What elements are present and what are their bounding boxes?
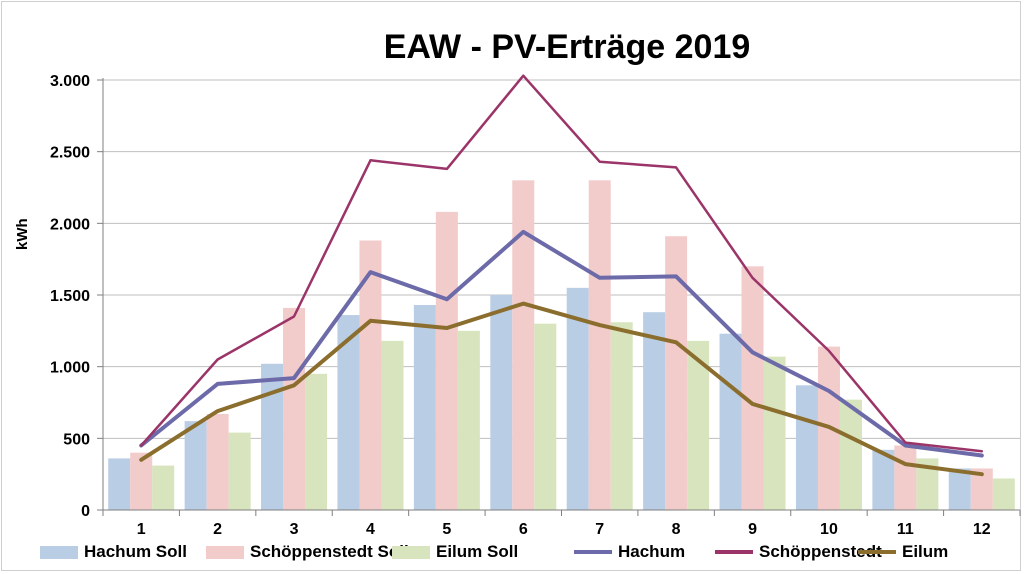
bar-sch-ppenstedt-soll (741, 266, 764, 510)
legend-item: Schöppenstedt (715, 542, 882, 562)
line-hachum (139, 229, 984, 458)
bar-sch-ppenstedt-soll (970, 468, 993, 510)
legend-label: Hachum Soll (84, 542, 187, 561)
y-tick-label: 500 (63, 431, 90, 448)
x-tick-label: 10 (820, 521, 838, 538)
bar-hachum-soll (337, 315, 360, 510)
bar-hachum-soll (948, 468, 971, 510)
legend-swatch (392, 545, 430, 559)
bar-eilum-soll (992, 478, 1015, 510)
legend-swatch (206, 545, 244, 559)
y-tick-label: 0 (81, 503, 90, 520)
x-tick-label: 3 (290, 521, 299, 538)
x-tick-label: 2 (213, 521, 222, 538)
x-tick-label: 6 (519, 521, 528, 538)
bar-eilum-soll (228, 432, 251, 510)
bar-sch-ppenstedt-soll (665, 236, 688, 510)
y-tick-label: 2.000 (50, 216, 90, 233)
bar-sch-ppenstedt-soll (283, 307, 306, 510)
legend-label: Schöppenstedt (759, 542, 882, 561)
legend: Hachum Soll Schöppenstedt Soll Eilum Soll H… (0, 542, 1024, 568)
bar-eilum-soll (381, 340, 404, 510)
bar-sch-ppenstedt-soll (588, 180, 611, 511)
line-eilum (139, 301, 984, 477)
legend-item: Hachum Soll (40, 542, 187, 562)
x-tick-label: 1 (137, 521, 146, 538)
legend-swatch (858, 550, 896, 554)
bar-eilum-soll (152, 465, 175, 510)
bar-eilum-soll (687, 340, 710, 510)
y-tick-label: 3.000 (50, 73, 90, 90)
x-tick-label: 8 (672, 521, 681, 538)
bar-hachum-soll (719, 333, 742, 510)
gridlines (103, 79, 1020, 439)
bar-sch-ppenstedt-soll (130, 452, 153, 510)
bar-hachum-soll (643, 312, 666, 510)
bar-eilum-soll (763, 356, 786, 510)
x-tick-label: 11 (897, 521, 914, 538)
bar-hachum-soll (566, 287, 589, 510)
y-tick-label: 1.000 (50, 360, 90, 377)
legend-label: Schöppenstedt Soll (250, 542, 409, 561)
bar-series-group (108, 180, 1015, 511)
legend-label: Eilum (902, 542, 949, 561)
legend-label: Hachum (618, 542, 686, 561)
bar-eilum-soll (305, 373, 328, 510)
line-series-group (139, 74, 984, 477)
legend-label: Eilum Soll (436, 542, 519, 561)
bar-hachum-soll (108, 458, 131, 510)
bar-sch-ppenstedt-soll (359, 240, 382, 511)
x-tick-label: 4 (366, 521, 375, 538)
legend-item: Eilum Soll (392, 542, 518, 562)
x-tick-label: 5 (442, 521, 451, 538)
bar-hachum-soll (872, 449, 895, 510)
legend-swatch (715, 550, 753, 554)
bar-hachum-soll (184, 421, 207, 510)
bar-sch-ppenstedt-soll (435, 211, 458, 510)
chart-title: EAW - PV-Erträge 2019 (383, 28, 751, 66)
x-tick-label: 7 (595, 521, 604, 538)
bar-eilum-soll (534, 323, 557, 510)
x-tick-label: 12 (973, 521, 991, 538)
legend-swatch (40, 545, 78, 559)
bar-eilum-soll (610, 322, 633, 510)
bar-sch-ppenstedt-soll (894, 445, 917, 510)
bar-hachum-soll (490, 295, 513, 510)
y-tick-label: 1.500 (50, 288, 90, 305)
legend-item: Hachum (574, 542, 685, 562)
bar-hachum-soll (261, 363, 284, 510)
axes (97, 78, 1021, 516)
bar-hachum-soll (795, 385, 818, 510)
legend-item: Eilum (858, 542, 948, 562)
y-tick-label: 2.500 (50, 145, 90, 162)
line-sch-ppenstedt (139, 74, 984, 453)
bar-eilum-soll (457, 330, 480, 510)
bar-sch-ppenstedt-soll (206, 413, 229, 510)
legend-swatch (574, 550, 612, 554)
bar-hachum-soll (413, 305, 436, 510)
legend-item: Schöppenstedt Soll (206, 542, 409, 562)
bar-eilum-soll (916, 458, 939, 510)
bar-sch-ppenstedt-soll (512, 180, 535, 511)
bar-eilum-soll (839, 399, 862, 510)
x-tick-label: 9 (748, 521, 757, 538)
